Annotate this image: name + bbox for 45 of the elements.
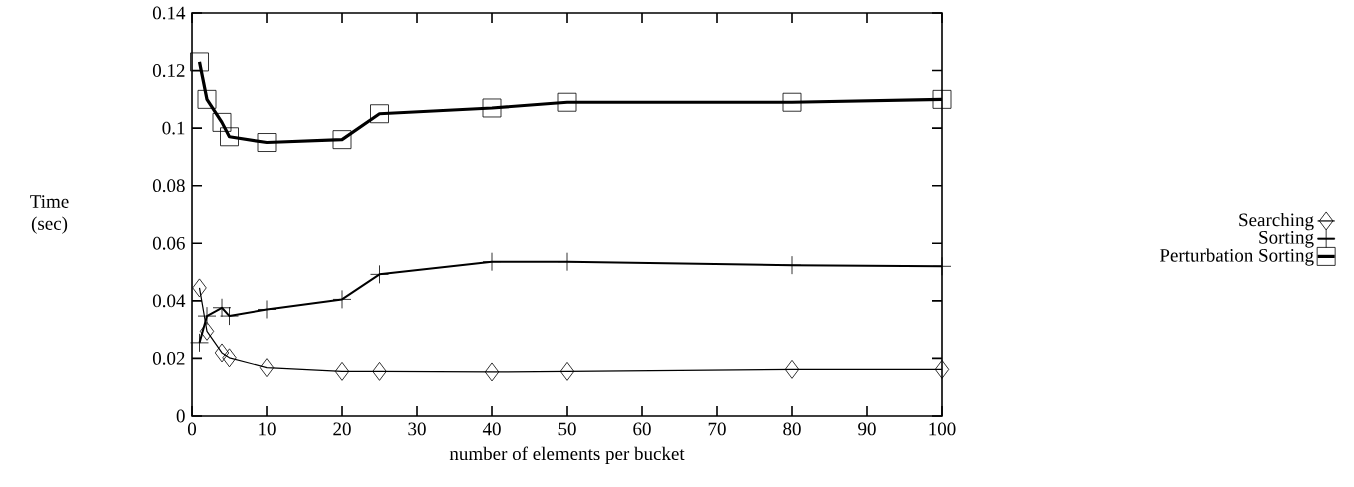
point — [212, 112, 232, 132]
legend-label: Perturbation Sorting — [1159, 248, 1314, 266]
point — [932, 89, 952, 109]
point — [372, 361, 387, 381]
point — [782, 92, 802, 112]
point — [192, 278, 207, 298]
x-tick-label: 20 — [333, 422, 351, 436]
y-tick-label: 0.08 — [152, 179, 185, 193]
point — [784, 359, 800, 379]
y-tick-label: 0.02 — [152, 351, 185, 365]
point — [934, 359, 950, 379]
point — [220, 127, 239, 147]
legend-label: Searching — [1239, 212, 1314, 231]
point — [559, 361, 575, 381]
y-axis-title: Time (sec) — [30, 195, 69, 234]
point — [484, 362, 500, 382]
point — [332, 130, 352, 150]
point — [370, 104, 389, 124]
y-tick-label: 0 — [176, 409, 185, 423]
x-tick-label: 90 — [858, 422, 876, 436]
point — [214, 343, 230, 363]
point — [190, 52, 209, 72]
x-tick-label: 100 — [929, 422, 956, 436]
point — [259, 358, 275, 378]
y-tick-label: 0.1 — [162, 121, 185, 135]
point — [257, 133, 277, 152]
point — [334, 361, 350, 381]
x-tick-label: 40 — [482, 422, 501, 436]
y-tick-label: 0.06 — [152, 236, 185, 250]
y-tick-label: 0.04 — [152, 294, 186, 308]
x-tick-label: 80 — [783, 422, 801, 436]
x-tick-label: 60 — [633, 422, 651, 436]
x-tick-label: 70 — [708, 422, 726, 436]
x-tick-label: 30 — [408, 422, 426, 436]
legend-label: Sorting — [1259, 230, 1314, 248]
x-axis-title: number of elements per bucket — [449, 446, 685, 464]
point — [197, 89, 217, 109]
point — [222, 348, 237, 368]
point — [482, 98, 502, 118]
y-tick-label: 0.12 — [152, 64, 185, 78]
point — [557, 92, 577, 112]
x-tick-label: 10 — [259, 422, 276, 436]
x-tick-label: 50 — [558, 422, 576, 436]
y-tick-label: 0.14 — [152, 6, 186, 20]
x-tick-label: 0 — [187, 422, 197, 436]
